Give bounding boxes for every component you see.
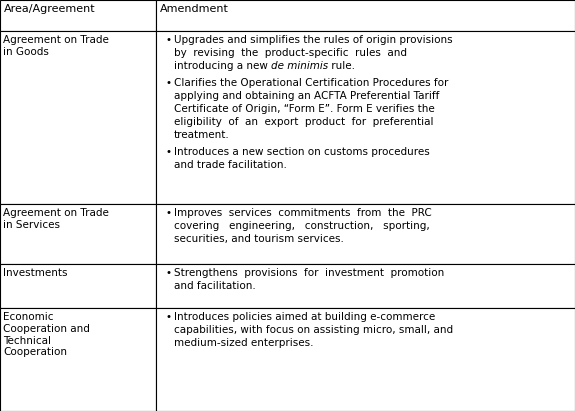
Bar (156, 204, 575, 264)
Text: Strengthens  provisions  for  investment  promotion: Strengthens provisions for investment pr… (174, 268, 444, 278)
Text: Agreement on Trade
in Services: Agreement on Trade in Services (3, 208, 109, 230)
Text: •: • (165, 78, 171, 88)
Bar (156, 264, 575, 308)
Text: de minimis: de minimis (271, 61, 328, 71)
Text: Introduces a new section on customs procedures: Introduces a new section on customs proc… (174, 147, 430, 157)
Text: treatment.: treatment. (174, 130, 229, 140)
Text: Upgrades and simplifies the rules of origin provisions: Upgrades and simplifies the rules of ori… (174, 35, 453, 45)
Text: Improves  services  commitments  from  the  PRC: Improves services commitments from the P… (174, 208, 431, 218)
Text: Agreement on Trade
in Goods: Agreement on Trade in Goods (3, 35, 109, 57)
Text: by  revising  the  product-specific  rules  and: by revising the product-specific rules a… (174, 48, 407, 58)
Text: medium-sized enterprises.: medium-sized enterprises. (174, 338, 313, 349)
Text: applying and obtaining an ACFTA Preferential Tariff: applying and obtaining an ACFTA Preferen… (174, 91, 439, 101)
Text: Clarifies the Operational Certification Procedures for: Clarifies the Operational Certification … (174, 78, 448, 88)
Text: introducing a new: introducing a new (174, 61, 271, 71)
Text: Introduces policies aimed at building e-commerce: Introduces policies aimed at building e-… (174, 312, 435, 322)
Text: Economic
Cooperation and
Technical
Cooperation: Economic Cooperation and Technical Coope… (3, 312, 90, 357)
Text: and facilitation.: and facilitation. (174, 281, 255, 291)
Text: eligibility  of  an  export  product  for  preferential: eligibility of an export product for pre… (174, 117, 433, 127)
Text: capabilities, with focus on assisting micro, small, and: capabilities, with focus on assisting mi… (174, 326, 453, 335)
Text: •: • (165, 312, 171, 322)
Bar (156, 308, 575, 411)
Text: •: • (165, 208, 171, 218)
Text: covering   engineering,   construction,   sporting,: covering engineering, construction, spor… (174, 222, 430, 231)
Text: Certificate of Origin, “Form E”. Form E verifies the: Certificate of Origin, “Form E”. Form E … (174, 104, 434, 114)
Text: and trade facilitation.: and trade facilitation. (174, 160, 286, 170)
Bar (0, 308, 156, 411)
Text: Amendment: Amendment (160, 4, 229, 14)
Bar (156, 0, 575, 31)
Text: Investments: Investments (3, 268, 68, 278)
Text: •: • (165, 147, 171, 157)
Bar (156, 31, 575, 204)
Text: Area/Agreement: Area/Agreement (3, 4, 95, 14)
Bar (0, 204, 156, 264)
Text: securities, and tourism services.: securities, and tourism services. (174, 234, 343, 245)
Bar (0, 0, 156, 31)
Bar (0, 264, 156, 308)
Bar (0, 31, 156, 204)
Text: •: • (165, 35, 171, 45)
Text: rule.: rule. (328, 61, 355, 71)
Text: •: • (165, 268, 171, 278)
